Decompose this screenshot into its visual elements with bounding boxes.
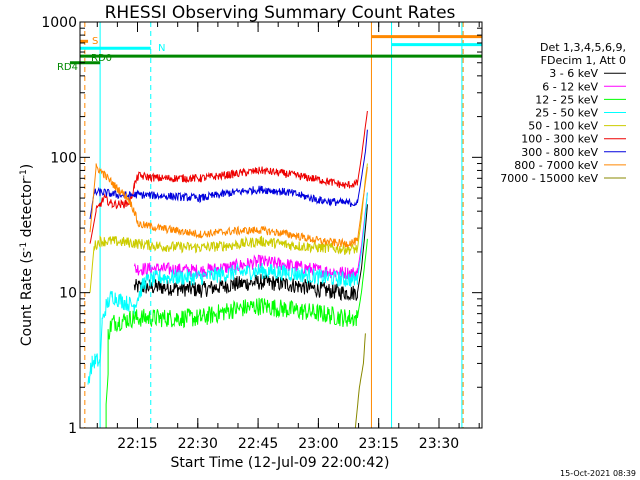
x-tick-label: 23:00 — [298, 436, 338, 452]
flag-label-1: N — [158, 43, 165, 54]
legend-label-4: 50 - 100 keV — [528, 120, 598, 133]
plot-frame — [79, 21, 483, 429]
x-tick-label: 23:15 — [359, 436, 399, 452]
series-line-7 — [89, 163, 368, 248]
flag-label-3: RD0 — [91, 53, 112, 64]
series-line-8 — [354, 333, 366, 428]
legend-label-2: 12 - 25 keV — [535, 93, 598, 106]
legend-label-3: 25 - 50 keV — [535, 107, 598, 120]
plot-area — [84, 22, 464, 428]
timestamp-label: 15-Oct-2021 08:39 — [560, 469, 636, 478]
plot-clip-group — [84, 22, 464, 428]
legend-label-6: 300 - 800 keV — [521, 146, 598, 159]
y-tick-label: 100 — [50, 150, 77, 166]
legend-header-1: FDecim 1, Att 0 — [541, 54, 626, 67]
legend-header-0: Det 1,3,4,5,6,9, — [540, 41, 626, 54]
x-tick-label: 22:15 — [117, 436, 157, 452]
legend-label-7: 800 - 7000 keV — [514, 159, 598, 172]
axes: 1 10 100 1000 22:15 22:30 22:45 23:00 23:15 23:30 — [41, 15, 483, 452]
legend-label-1: 6 - 12 keV — [542, 80, 598, 93]
legend-label-8: 7000 - 15000 keV — [500, 172, 598, 185]
series-line-4 — [89, 163, 368, 293]
series-line-0 — [133, 204, 368, 302]
y-axis-label: Count Rate (s-1 detector-1) — [19, 164, 35, 346]
series-line-3 — [87, 192, 368, 385]
flag-label-2: RD4 — [57, 62, 78, 73]
y-tick-label: 1 — [68, 421, 77, 437]
x-tick-label: 22:30 — [178, 436, 218, 452]
flag-bars: S N RD4 RD0 — [57, 35, 482, 73]
series-line-5 — [89, 110, 368, 244]
series-line-6 — [89, 129, 368, 220]
chart-title: RHESSI Observing Summary Count Rates — [105, 3, 456, 23]
y-tick-label: 10 — [59, 286, 77, 302]
x-axis-label: Start Time (12-Jul-09 22:00:42) — [170, 455, 389, 471]
series-line-2 — [105, 238, 368, 428]
x-tick-label: 22:45 — [238, 436, 278, 452]
legend: Det 1,3,4,5,6,9,FDecim 1, Att 03 - 6 keV… — [500, 41, 626, 185]
flag-label-0: S — [92, 36, 98, 47]
legend-label-5: 100 - 300 keV — [521, 133, 598, 146]
x-tick-label: 23:30 — [419, 436, 459, 452]
legend-label-0: 3 - 6 keV — [549, 67, 598, 80]
y-tick-label: 1000 — [41, 15, 77, 31]
